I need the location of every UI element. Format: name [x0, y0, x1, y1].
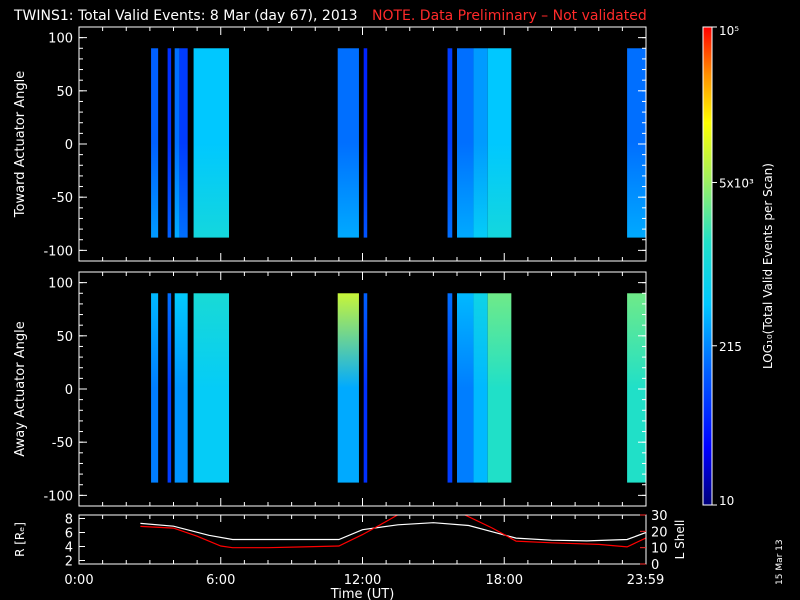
data-band [337, 48, 359, 238]
x-axis-label: Time (UT) [330, 587, 395, 600]
panel-background [79, 272, 646, 506]
lshell-series-line [140, 515, 646, 549]
y-tick-label: 100 [48, 32, 73, 47]
data-band [174, 293, 188, 483]
y2-tick-label: 30 [651, 509, 668, 524]
y-tick-label: -100 [43, 244, 73, 259]
y-axis-label: R [Rₑ] [13, 522, 27, 557]
x-tick-label: 6:00 [206, 573, 235, 588]
colorbar-tick-label: 10⁵ [719, 24, 739, 38]
x-tick-label: 0:00 [64, 573, 93, 588]
data-band [151, 293, 159, 483]
data-band [447, 293, 453, 483]
data-band [167, 293, 172, 483]
panel-background [79, 27, 646, 261]
colorbar-tick-label: 215 [719, 340, 742, 354]
y-tick-label: -100 [43, 489, 73, 504]
y-axis-label: Away Actuator Angle [13, 321, 28, 456]
data-band [337, 293, 359, 483]
x-tick-label: 23:59 [627, 573, 664, 588]
data-band [179, 48, 188, 238]
colorbar-scale [702, 26, 713, 506]
y-tick-label: 50 [56, 330, 73, 345]
x-tick-label: 12:00 [344, 573, 381, 588]
data-band [447, 48, 453, 238]
y-tick-label: 4 [65, 541, 73, 556]
y-tick-label: 2 [65, 555, 73, 570]
colorbar-tick-label: 5x10³ [719, 176, 754, 190]
title-note: NOTE. Data Preliminary – Not validated [372, 8, 647, 24]
data-band [363, 293, 368, 483]
colorbar-tick-label: 10 [719, 494, 734, 508]
data-band [151, 48, 159, 238]
y2-tick-label: 10 [651, 542, 668, 557]
y2-axis-label: L Shell [673, 520, 687, 560]
y-tick-label: 6 [65, 527, 73, 542]
y-tick-label: 0 [65, 383, 73, 398]
data-band [193, 293, 230, 483]
date-stamp: 15 Mar 13 [775, 539, 785, 585]
data-band [627, 48, 646, 238]
data-band [363, 48, 368, 238]
r-series-line [140, 522, 646, 542]
y-tick-label: 8 [65, 513, 73, 528]
colorbar-label: LOG₁₀(Total Valid Events per Scan) [761, 163, 775, 369]
data-band [174, 48, 180, 238]
panel-frame [78, 514, 647, 565]
data-band [457, 293, 474, 483]
data-band [473, 293, 488, 483]
data-band [193, 48, 230, 238]
data-band [627, 293, 646, 483]
y-tick-label: 100 [48, 277, 73, 292]
y-tick-label: -50 [52, 436, 73, 451]
y-tick-label: 0 [65, 138, 73, 153]
y2-tick-label: 0 [651, 558, 659, 573]
y2-tick-label: 20 [651, 525, 668, 540]
x-tick-label: 18:00 [486, 573, 523, 588]
data-band [167, 48, 172, 238]
data-band [457, 48, 474, 238]
ephemeris-lines [140, 515, 646, 549]
y-tick-label: -50 [52, 191, 73, 206]
data-band [473, 48, 488, 238]
y-tick-label: 50 [56, 85, 73, 100]
title-main: TWINS1: Total Valid Events: 8 Mar (day 6… [14, 8, 358, 24]
data-band [487, 293, 512, 483]
y-axis-label: Toward Actuator Angle [13, 71, 28, 218]
figure-title: TWINS1: Total Valid Events: 8 Mar (day 6… [14, 8, 647, 24]
data-band [487, 48, 512, 238]
